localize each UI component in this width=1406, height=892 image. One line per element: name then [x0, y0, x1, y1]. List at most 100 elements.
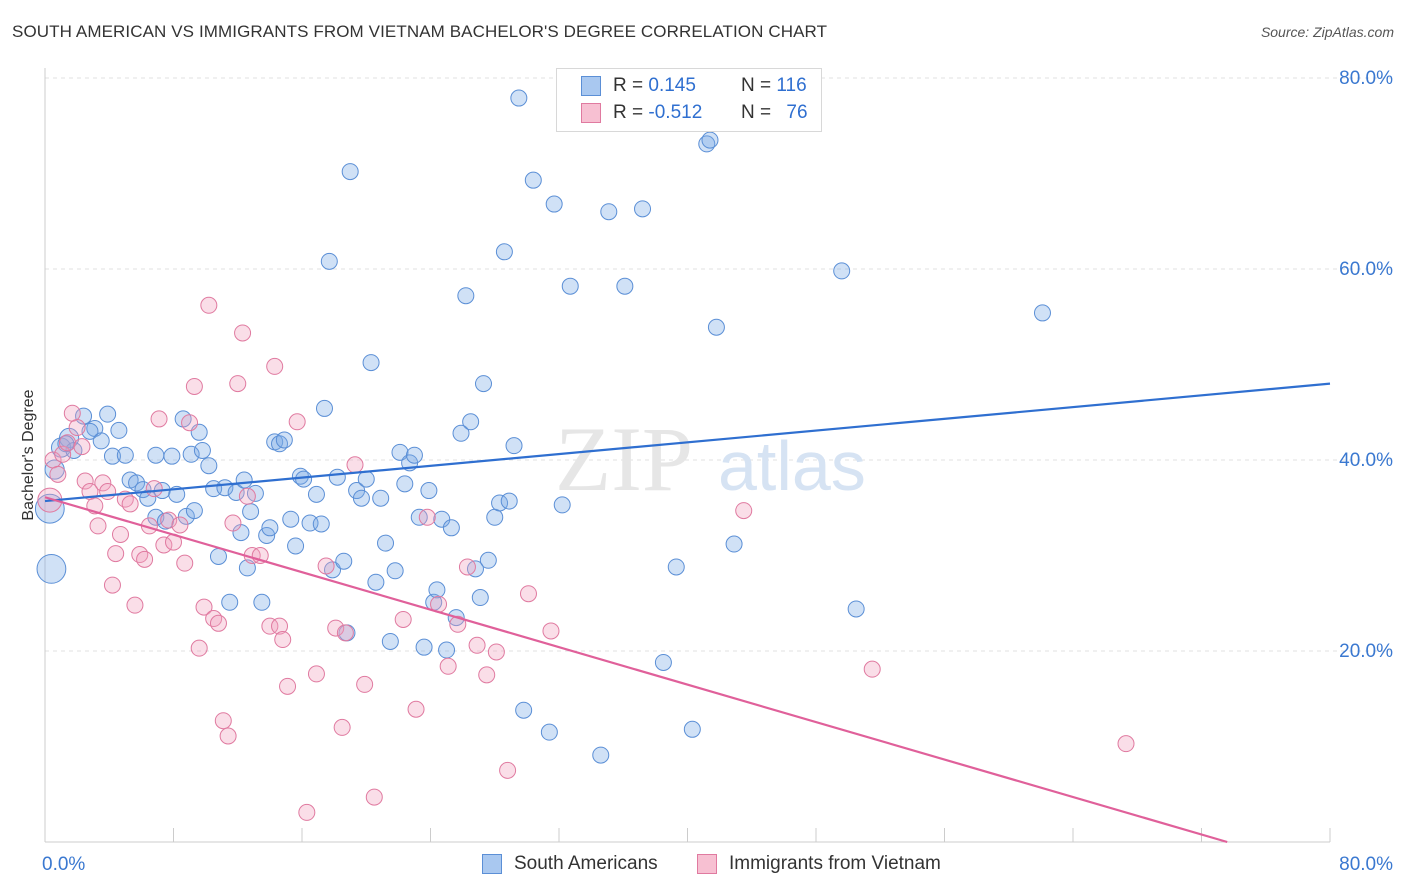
point-vietnam: [863, 660, 881, 678]
point-vietnam: [205, 610, 223, 628]
point-vietnam: [54, 445, 72, 463]
point-south-american: [654, 653, 672, 671]
point-vietnam: [234, 324, 252, 342]
legend-swatch-pink: [697, 854, 717, 874]
point-south-american: [341, 163, 359, 181]
point-south-american: [428, 581, 446, 599]
point-south-american: [163, 447, 181, 465]
point-vietnam: [58, 434, 76, 452]
chart-title: SOUTH AMERICAN VS IMMIGRANTS FROM VIETNA…: [12, 22, 828, 41]
x-tick-label: 80.0%: [1339, 854, 1393, 875]
point-south-american: [261, 519, 279, 537]
point-vietnam: [68, 419, 86, 437]
point-vietnam: [261, 617, 279, 635]
point-vietnam: [468, 636, 486, 654]
point-south-american: [235, 471, 253, 489]
legend-r-label: R =: [613, 102, 644, 123]
point-south-american: [36, 553, 67, 584]
point-south-american: [600, 203, 618, 221]
point-south-american: [110, 421, 128, 439]
point-vietnam: [487, 643, 505, 661]
legend-r-label: R =: [613, 75, 644, 96]
trend-lines: [44, 382, 1331, 844]
point-south-american: [253, 593, 271, 611]
legend-n-label: N =: [741, 75, 772, 96]
point-south-american: [116, 446, 134, 464]
point-vietnam: [449, 615, 467, 633]
y-tick-label: 60.0%: [1339, 259, 1393, 280]
point-south-american: [725, 535, 743, 553]
tick-labels: 20.0% 40.0% 60.0% 80.0% 0.0% 80.0%: [42, 68, 1393, 875]
point-vietnam: [103, 576, 121, 594]
point-south-american: [1033, 304, 1051, 322]
point-vietnam: [238, 487, 256, 505]
point-south-american: [505, 437, 523, 455]
point-vietnam: [94, 474, 112, 492]
point-vietnam: [99, 483, 117, 501]
point-south-american: [667, 558, 685, 576]
point-south-american: [357, 470, 375, 488]
point-south-american: [486, 508, 504, 526]
grid-lines: [45, 77, 1392, 652]
point-south-american: [328, 468, 346, 486]
point-south-american: [479, 551, 497, 569]
point-vietnam: [176, 554, 194, 572]
point-vietnam: [288, 413, 306, 431]
legend-swatch-blue: [482, 854, 502, 874]
legend-n-value: 76: [786, 102, 808, 123]
series-name: Immigrants from Vietnam: [729, 853, 941, 874]
point-vietnam: [214, 712, 232, 730]
point-south-american: [57, 435, 75, 453]
point-vietnam: [365, 788, 383, 806]
point-south-american: [683, 720, 701, 738]
point-south-american: [315, 399, 333, 417]
point-south-american: [367, 573, 385, 591]
point-south-american: [242, 503, 260, 521]
point-vietnam: [111, 525, 129, 543]
point-south-american: [510, 89, 528, 107]
point-vietnam: [131, 546, 149, 564]
legend-swatch-blue: [581, 76, 601, 96]
point-south-american: [99, 405, 117, 423]
point-vietnam: [126, 596, 144, 614]
point-vietnam: [735, 502, 753, 520]
point-south-american: [312, 515, 330, 533]
point-vietnam: [219, 727, 237, 745]
point-south-american: [634, 200, 652, 218]
point-vietnam: [394, 610, 412, 628]
stats-legend: R = 0.145 N = 116 R = -0.512 N = 76: [556, 68, 822, 132]
point-south-american: [221, 593, 239, 611]
point-south-american: [128, 474, 146, 492]
series-legend-vietnam[interactable]: Immigrants from Vietnam: [697, 853, 941, 875]
point-vietnam: [439, 657, 457, 675]
point-vietnam: [224, 514, 242, 532]
point-south-american: [396, 475, 414, 493]
point-south-american: [471, 589, 489, 607]
point-south-american: [147, 508, 165, 526]
point-vietnam: [333, 718, 351, 736]
point-south-american: [524, 171, 542, 189]
series-name: South Americans: [514, 853, 658, 874]
point-vietnam: [1117, 735, 1135, 753]
point-vietnam: [271, 617, 289, 635]
point-south-american: [592, 746, 610, 764]
point-vietnam: [274, 631, 292, 649]
point-south-american: [561, 277, 579, 295]
point-south-american: [616, 277, 634, 295]
series-legend-south-americans[interactable]: South Americans: [482, 853, 658, 875]
point-vietnam: [73, 438, 91, 456]
point-south-american: [553, 496, 571, 514]
point-south-american: [200, 457, 218, 475]
point-vietnam: [407, 700, 425, 718]
point-vietnam: [181, 414, 199, 432]
legend-row-vietnam: R = -0.512 N = 76: [581, 100, 808, 126]
point-vietnam: [229, 375, 247, 393]
point-south-american: [139, 489, 157, 507]
trend-line-south-americans: [44, 382, 1331, 503]
point-south-american: [500, 492, 518, 510]
point-vietnam: [155, 536, 173, 554]
legend-swatch-pink: [581, 103, 601, 123]
point-south-american: [701, 131, 719, 149]
legend-row-south-americans: R = 0.145 N = 116: [581, 73, 807, 99]
